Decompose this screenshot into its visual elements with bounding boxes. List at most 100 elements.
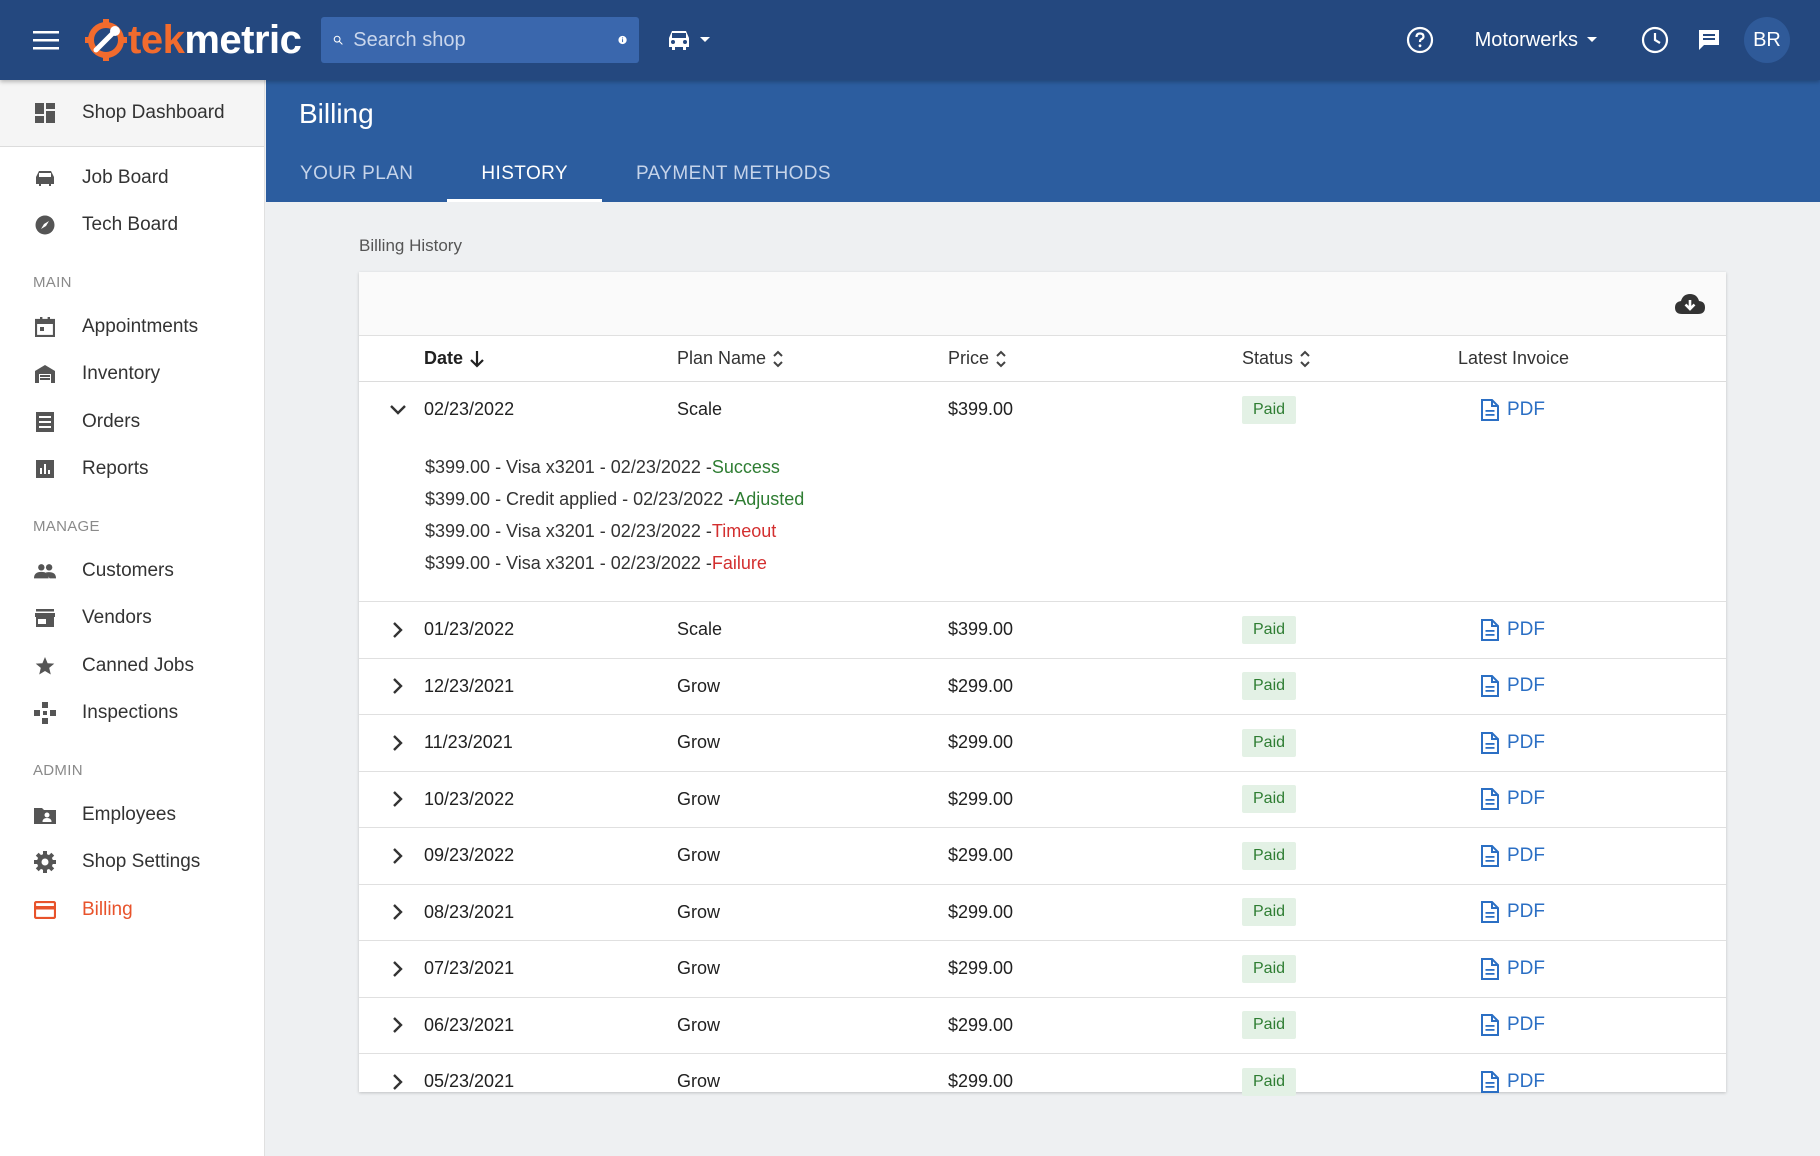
invoice-pdf-link[interactable]: PDF [1481,901,1545,924]
top-app-bar: tekmetric Motorwerks BR [0,0,1820,80]
expand-row-button[interactable] [383,602,413,658]
sidebar-section-manage: MANAGE [33,518,100,535]
car-icon [34,167,56,189]
expand-row-button[interactable] [383,998,413,1054]
sidebar-item-label: Tech Board [82,214,179,236]
document-icon [1481,1070,1499,1093]
expand-row-button[interactable] [383,1054,413,1110]
sidebar-item-employees[interactable]: Employees [0,791,264,839]
sidebar: Shop Dashboard Job Board Tech Board MAIN… [0,80,265,1156]
sidebar-item-canned-jobs[interactable]: Canned Jobs [0,642,264,690]
sidebar-item-tech-board[interactable]: Tech Board [0,202,264,250]
tab-payment-methods[interactable]: PAYMENT METHODS [636,163,831,184]
menu-button[interactable] [0,0,92,80]
status-badge: Paid [1242,1067,1297,1096]
invoice-pdf-link[interactable]: PDF [1481,1070,1545,1093]
chevron-right-icon [393,791,403,808]
payment-attempt-text: $399.00 - Visa x3201 - 02/23/2022 - [425,552,712,573]
expand-row-button[interactable] [383,715,413,771]
search-input[interactable] [353,28,619,52]
price-cell: $299.00 [948,732,1014,753]
sidebar-item-vendors[interactable]: Vendors [0,595,264,643]
document-icon [1481,398,1499,421]
price-cell: $399.00 [948,399,1014,419]
sidebar-item-shop-settings[interactable]: Shop Settings [0,839,264,887]
invoice-pdf-link[interactable]: PDF [1481,788,1545,811]
expand-row-button[interactable] [383,941,413,997]
invoice-pdf-link[interactable]: PDF [1481,618,1545,641]
logo-wordmark: tekmetric [128,17,302,63]
tab-bar: YOUR PLAN HISTORY PAYMENT METHODS [266,146,865,202]
sidebar-item-reports[interactable]: Reports [0,446,264,494]
column-header-status[interactable]: Status [1242,348,1311,369]
invoice-pdf-link[interactable]: PDF [1481,675,1545,698]
info-icon[interactable] [618,29,627,51]
dashboard-icon [34,102,56,124]
vehicle-menu-button[interactable] [665,28,711,52]
expand-row-button[interactable] [383,885,413,941]
expand-row-button[interactable] [383,828,413,884]
table-header: Date Plan Name Price Status Latest Invoi… [359,336,1726,382]
page-title: Billing [299,98,374,129]
sidebar-item-customers[interactable]: Customers [0,547,264,595]
history-clock-button[interactable] [1628,13,1682,67]
expand-row-button[interactable] [383,659,413,715]
status-badge: Paid [1242,841,1297,870]
sidebar-section-main: MAIN [33,274,72,291]
sidebar-item-billing[interactable]: Billing [0,886,264,934]
invoice-pdf-link[interactable]: PDF [1481,957,1545,980]
download-button[interactable] [1674,288,1706,320]
price-cell: $299.00 [948,845,1014,866]
table-row: 08/23/2021 Grow $299.00 Paid PDF [359,885,1726,941]
column-header-price[interactable]: Price [948,348,1007,369]
expand-row-button[interactable] [383,772,413,828]
sidebar-item-shop-dashboard[interactable]: Shop Dashboard [0,80,264,147]
help-button[interactable] [1393,13,1447,67]
table-row: 06/23/2021 Grow $299.00 Paid PDF [359,998,1726,1054]
page-header: Billing YOUR PLAN HISTORY PAYMENT METHOD… [266,80,1820,202]
hamburger-menu-icon [33,31,59,50]
plan-cell: Grow [677,675,721,696]
sidebar-item-inspections[interactable]: Inspections [0,690,264,738]
invoice-pdf-link[interactable]: PDF [1481,398,1545,421]
chevron-right-icon [393,1073,403,1090]
status-badge: Paid [1242,1011,1297,1040]
tab-your-plan[interactable]: YOUR PLAN [300,163,414,184]
sidebar-item-appointments[interactable]: Appointments [0,303,264,351]
payment-attempts: $399.00 - Visa x3201 - 02/23/2022 - Succ… [359,437,1726,601]
payment-attempt-line: $399.00 - Credit applied - 02/23/2022 - … [425,483,1726,515]
logo-text-tek: tek [128,17,185,62]
tekmetric-logo[interactable]: tekmetric [84,0,302,80]
search-icon [334,35,343,45]
column-header-date[interactable]: Date [424,348,485,369]
messages-button[interactable] [1682,13,1736,67]
invoice-pdf-link[interactable]: PDF [1481,844,1545,867]
document-icon [1481,675,1499,698]
clock-icon [1641,26,1669,54]
tab-history[interactable]: HISTORY [447,146,602,202]
price-cell: $299.00 [948,901,1014,922]
payment-attempt-line: $399.00 - Visa x3201 - 02/23/2022 - Succ… [425,451,1726,483]
invoice-pdf-link[interactable]: PDF [1481,731,1545,754]
table-row: 10/23/2022 Grow $299.00 Paid PDF [359,772,1726,828]
document-icon [1481,1014,1499,1037]
receipt-icon [34,411,56,433]
shop-selector[interactable]: Motorwerks [1475,29,1598,52]
date-cell: 10/23/2022 [424,788,515,809]
sidebar-item-job-board[interactable]: Job Board [0,154,264,202]
user-avatar[interactable]: BR [1744,17,1790,63]
sidebar-item-inventory[interactable]: Inventory [0,351,264,399]
collapse-row-button[interactable] [383,382,413,437]
invoice-pdf-link[interactable]: PDF [1481,1014,1545,1037]
chevron-down-icon [390,404,406,415]
status-badge: Paid [1242,615,1297,644]
column-label: Price [948,348,990,368]
table-row: 07/23/2021 Grow $299.00 Paid PDF [359,941,1726,998]
payment-attempt-line: $399.00 - Visa x3201 - 02/23/2022 - Fail… [425,547,1726,579]
bar-chart-icon [34,458,56,480]
chat-icon [1699,30,1719,50]
column-header-plan-name[interactable]: Plan Name [677,348,784,369]
sidebar-item-orders[interactable]: Orders [0,398,264,446]
payment-attempt-text: $399.00 - Credit applied - 02/23/2022 - [425,488,735,509]
chevron-right-icon [393,621,403,638]
